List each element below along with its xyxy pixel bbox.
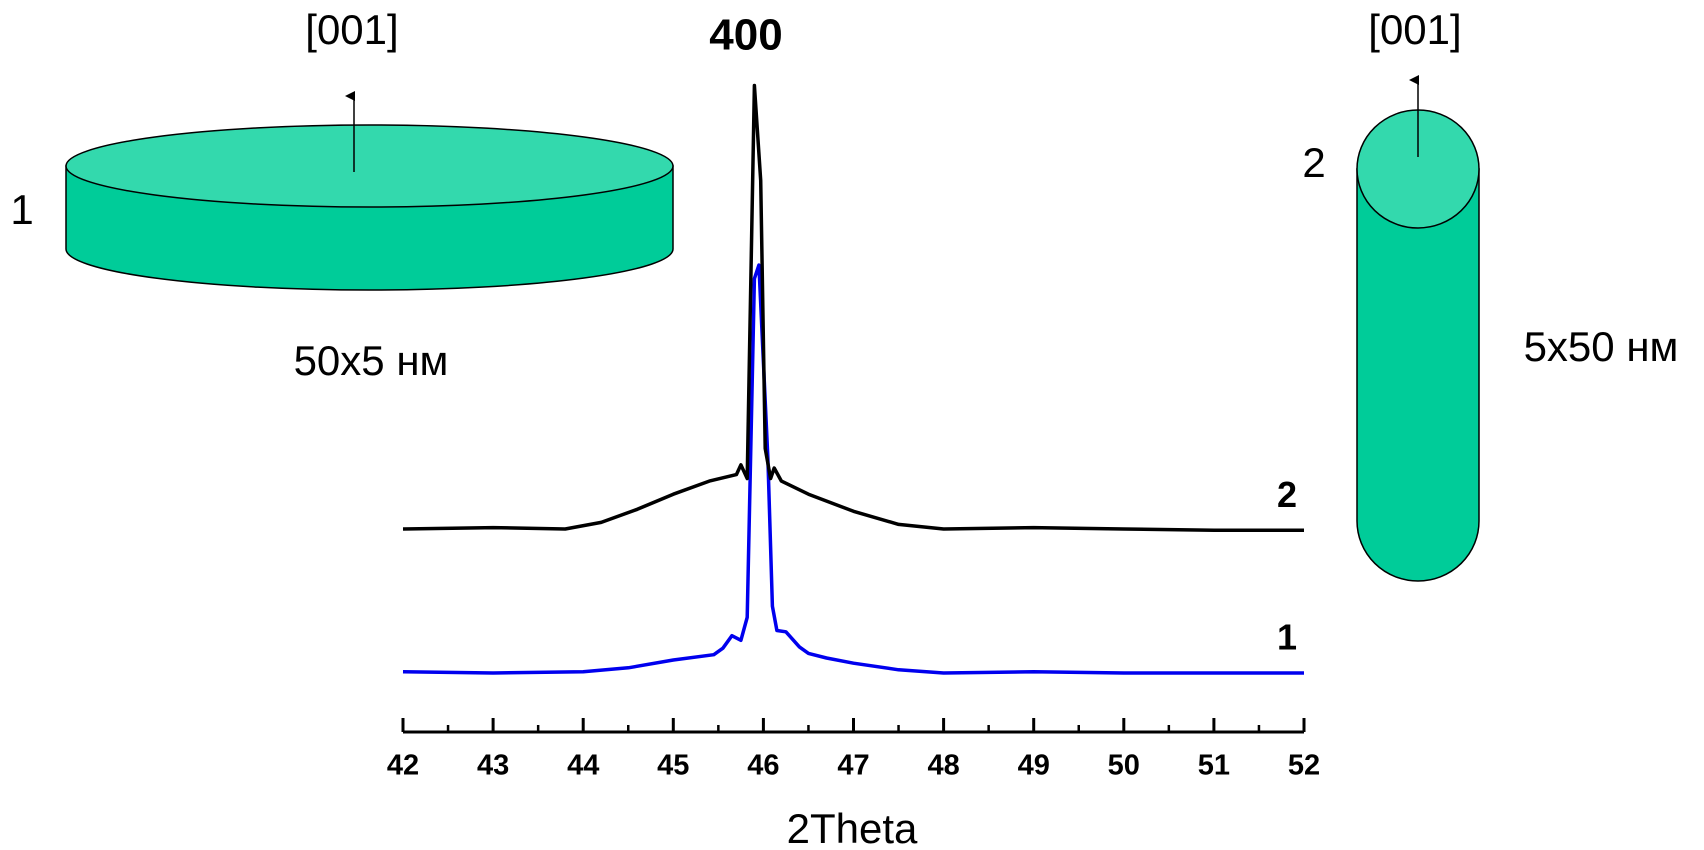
size-label: 5x50 нм [1524, 323, 1679, 370]
x-tick-label: 45 [657, 750, 689, 782]
rod-inset [1356, 75, 1480, 582]
x-tick-label: 50 [1108, 750, 1140, 782]
line-series [402, 263, 1304, 675]
line-series [402, 83, 1304, 533]
x-tick-label: 42 [387, 750, 419, 782]
inset-label: 2 [1302, 139, 1325, 186]
x-tick-label: 51 [1198, 750, 1230, 782]
inset-label: 1 [10, 186, 33, 233]
series-label: 1 [1277, 617, 1297, 658]
disk-inset [65, 91, 674, 291]
direction-label: [001] [1368, 6, 1461, 53]
direction-label: [001] [305, 6, 398, 53]
x-tick-label: 49 [1018, 750, 1050, 782]
peak-label: 400 [709, 11, 782, 60]
x-axis-label: 2Theta [787, 805, 918, 850]
x-tick-label: 44 [567, 750, 599, 782]
x-tick-label: 43 [477, 750, 509, 782]
x-tick-label: 48 [927, 750, 959, 782]
series-label: 2 [1277, 474, 1297, 515]
x-tick-label: 46 [747, 750, 779, 782]
x-tick-label: 47 [837, 750, 869, 782]
x-tick-label: 52 [1288, 750, 1320, 782]
size-label: 50x5 нм [294, 337, 449, 384]
